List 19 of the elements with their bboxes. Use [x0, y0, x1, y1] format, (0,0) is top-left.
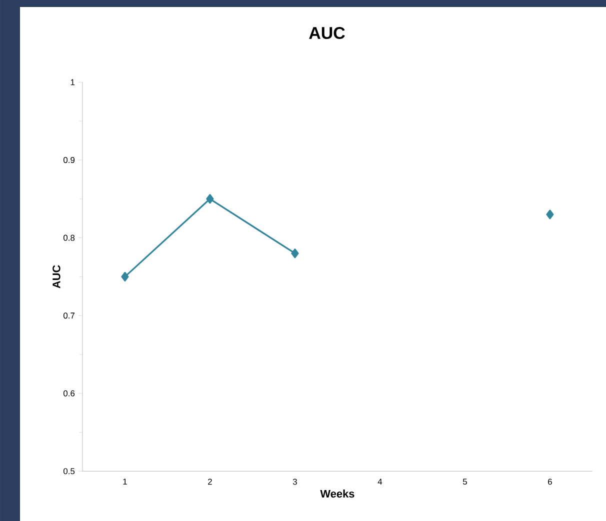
point — [291, 248, 299, 258]
x-tick-label: 1 — [123, 478, 127, 485]
point — [206, 194, 214, 204]
y-tick-label: 0.7 — [63, 312, 75, 319]
x-tick-label: 2 — [208, 478, 212, 485]
y-tick-label: 1 — [70, 79, 75, 86]
y-tick-label: 0.9 — [63, 157, 75, 163]
chart-title: AUC — [309, 26, 345, 39]
x-axis-title: Weeks — [320, 490, 354, 498]
x-tick-label: 3 — [292, 478, 297, 485]
point — [546, 210, 554, 220]
x-tick-label: 4 — [378, 478, 382, 485]
y-axis-title: AUC — [52, 265, 60, 288]
x-tick-label: 5 — [462, 478, 467, 485]
y-tick-label: 0.6 — [63, 390, 75, 396]
y-tick-label: 0.8 — [63, 234, 75, 241]
y-tick-label: 0.5 — [63, 468, 75, 474]
x-tick-label: 6 — [548, 478, 552, 485]
point — [121, 272, 129, 282]
